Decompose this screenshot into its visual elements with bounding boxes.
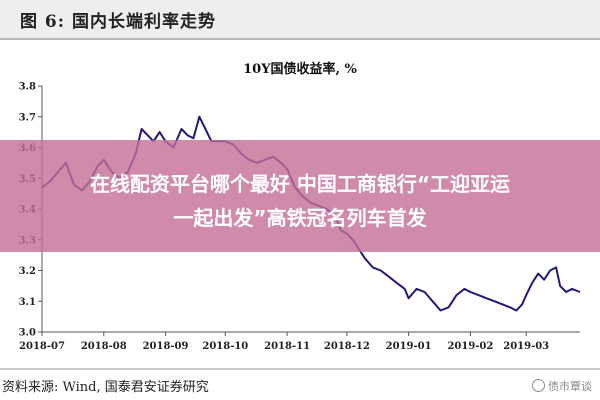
watermark-icon	[532, 379, 545, 392]
figure-title-bar: 图 6: 国内长端利率走势	[0, 0, 600, 40]
y-tick-label: 3.2	[19, 266, 36, 277]
overlay-banner: 在线配资平台哪个最好 中国工商银行“工迎亚运 一起出发”高铁冠名列车首发	[0, 140, 600, 252]
x-tick-label: 2018-11	[264, 341, 310, 352]
figure-title: 图 6: 国内长端利率走势	[20, 12, 216, 32]
overlay-line-2: 一起出发”高铁冠名列车首发	[173, 206, 427, 230]
x-tick-label: 2018-12	[324, 341, 370, 352]
x-tick-label: 2018-08	[81, 341, 127, 352]
y-tick-label: 3.0	[19, 328, 36, 339]
chart-title: 10Y国债收益率, %	[243, 62, 357, 77]
x-tick-label: 2018-09	[143, 341, 189, 352]
y-tick-label: 3.8	[19, 82, 36, 93]
y-tick-label: 3.1	[19, 297, 36, 308]
x-tick-label: 2019-03	[503, 341, 549, 352]
watermark: 债市覃谈	[532, 378, 592, 394]
source-note: 资料来源: Wind, 国泰君安证券研究	[2, 380, 209, 395]
x-tick-label: 2018-07	[19, 341, 65, 352]
watermark-text: 债市覃谈	[548, 380, 592, 393]
x-tick-label: 2018-10	[202, 341, 248, 352]
footer-divider	[0, 368, 600, 370]
overlay-line-1: 在线配资平台哪个最好 中国工商银行“工迎亚运	[89, 172, 511, 196]
y-tick-label: 3.7	[19, 112, 36, 123]
x-tick-label: 2019-02	[447, 341, 493, 352]
x-tick-label: 2019-01	[386, 341, 432, 352]
